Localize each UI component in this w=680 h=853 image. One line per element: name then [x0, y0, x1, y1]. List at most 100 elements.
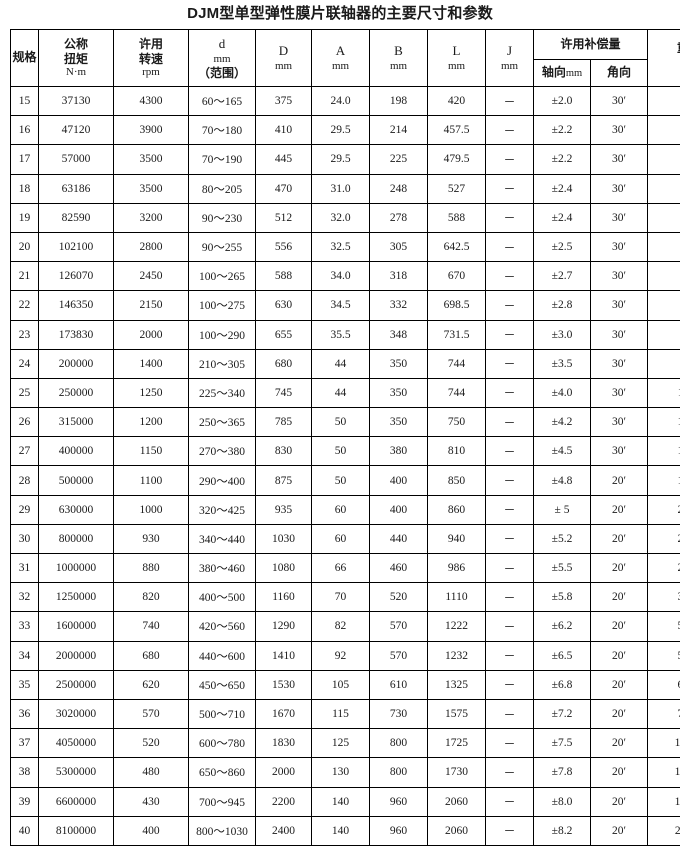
- cell-torque: 2500000: [38, 669, 114, 700]
- cell-D: 2400: [255, 815, 312, 846]
- cell-d_range: 400～500: [188, 582, 256, 613]
- cell-torque: 400000: [38, 436, 114, 467]
- cell-speed: 880: [113, 552, 189, 584]
- column-header-torque: 公称 扭矩 N·m: [38, 29, 114, 87]
- axial-value: ±3.0: [551, 328, 573, 341]
- cell-torque: 2000000: [38, 640, 114, 671]
- cell-angular: 20′: [589, 494, 649, 525]
- cell-angular: 30′: [589, 85, 649, 117]
- cell-B: 730: [369, 698, 428, 730]
- cell-J: －: [485, 261, 534, 292]
- cell-d_range: 210～305: [188, 348, 256, 379]
- cell-speed: 3200: [113, 202, 189, 233]
- cell-axial: ±2.7: [533, 261, 591, 292]
- cell-size: 34: [10, 640, 39, 671]
- cell-L: 744: [427, 377, 486, 409]
- cell-torque: 173830: [38, 319, 114, 350]
- cell-L: 1575: [427, 698, 486, 730]
- cell-torque: 37130: [38, 85, 114, 117]
- cell-axial: ±2.2: [533, 144, 591, 175]
- column-header-torque-line2: 扭矩: [63, 51, 88, 66]
- cell-d_range: 700～945: [188, 786, 256, 817]
- cell-J: －: [485, 523, 534, 555]
- cell-A: 24.0: [311, 85, 370, 117]
- cell-angular: 30′: [589, 377, 649, 409]
- cell-axial: ± 5: [533, 494, 591, 525]
- cell-weight: 1500: [647, 436, 680, 467]
- cell-angular: 30′: [589, 319, 649, 350]
- cell-axial: ±2.0: [533, 85, 591, 117]
- axial-value: ±4.2: [551, 416, 573, 429]
- axial-value: ±2.4: [551, 182, 573, 195]
- cell-angular: 20′: [589, 669, 649, 700]
- cell-axial: ±3.0: [533, 319, 591, 350]
- cell-angular: 20′: [589, 523, 649, 555]
- cell-d_range: 60～165: [188, 85, 256, 117]
- cell-axial: ±7.5: [533, 728, 591, 759]
- axial-value: ±2.0: [551, 95, 573, 108]
- cell-weight: 2600: [647, 523, 680, 555]
- column-header-axial: 轴向mm: [533, 58, 591, 88]
- cell-torque: 1250000: [38, 582, 114, 613]
- cell-D: 1830: [255, 728, 312, 759]
- cell-speed: 3500: [113, 144, 189, 175]
- cell-J: －: [485, 377, 534, 409]
- column-header-B-symbol: B: [394, 43, 403, 59]
- cell-axial: ±5.8: [533, 582, 591, 613]
- cell-speed: 1250: [113, 377, 189, 409]
- table-header: 规格 公称 扭矩 N·m 许用 转速 rpm d mm （范围）: [10, 29, 680, 88]
- cell-B: 198: [369, 85, 428, 117]
- cell-torque: 63186: [38, 173, 114, 204]
- cell-weight: 791: [647, 319, 680, 350]
- cell-B: 960: [369, 786, 428, 817]
- cell-D: 1080: [255, 552, 312, 584]
- cell-L: 1725: [427, 728, 486, 759]
- cell-D: 630: [255, 290, 312, 321]
- cell-D: 375: [255, 85, 312, 117]
- cell-J: －: [485, 173, 534, 204]
- cell-L: 850: [427, 465, 486, 496]
- axial-value: ±6.2: [551, 620, 573, 633]
- cell-speed: 2000: [113, 319, 189, 350]
- cell-angular: 20′: [589, 552, 649, 584]
- cell-axial: ±6.8: [533, 669, 591, 700]
- column-header-L: L mm: [427, 29, 486, 87]
- cell-size: 24: [10, 348, 39, 379]
- cell-weight: 329: [647, 173, 680, 204]
- column-header-B-unit: mm: [389, 59, 408, 72]
- cell-torque: 500000: [38, 465, 114, 496]
- cell-L: 457.5: [427, 115, 486, 146]
- cell-angular: 30′: [589, 173, 649, 204]
- cell-A: 130: [311, 757, 370, 788]
- cell-D: 745: [255, 377, 312, 409]
- cell-D: 410: [255, 115, 312, 146]
- cell-J: －: [485, 436, 534, 467]
- cell-d_range: 100～275: [188, 290, 256, 321]
- cell-axial: ±5.5: [533, 552, 591, 584]
- column-header-torque-line1: 公称: [63, 37, 88, 52]
- column-header-size: 规格: [10, 29, 39, 87]
- cell-B: 570: [369, 640, 428, 671]
- cell-A: 34.5: [311, 290, 370, 321]
- cell-weight: 2900: [647, 552, 680, 584]
- cell-angular: 20′: [589, 728, 649, 759]
- cell-D: 2000: [255, 757, 312, 788]
- cell-L: 1325: [427, 669, 486, 700]
- cell-B: 225: [369, 144, 428, 175]
- column-header-weight: 重量 kg: [647, 29, 680, 87]
- cell-angular: 20′: [589, 611, 649, 642]
- cell-A: 44: [311, 348, 370, 379]
- cell-L: 588: [427, 202, 486, 233]
- cell-axial: ±8.2: [533, 815, 591, 846]
- cell-angular: 20′: [589, 786, 649, 817]
- table-row: 37 4050000 520 600～780 1830 125 800 1725 － ±7.5 20…: [10, 728, 680, 759]
- cell-D: 445: [255, 144, 312, 175]
- cell-size: 39: [10, 786, 39, 817]
- cell-size: 30: [10, 523, 39, 555]
- column-header-speed: 许用 转速 rpm: [113, 29, 189, 87]
- axial-value: ±2.4: [551, 211, 573, 224]
- table-body: 1537130430060～16537524.0198420－±2.030′15…: [10, 85, 680, 846]
